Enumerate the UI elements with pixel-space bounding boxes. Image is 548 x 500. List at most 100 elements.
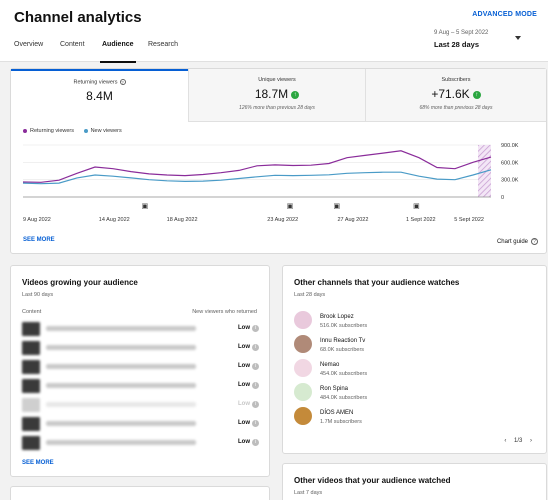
tab-overview[interactable]: Overview: [14, 41, 44, 48]
returned-status: Low: [238, 325, 250, 331]
video-title-blurred[interactable]: [46, 402, 196, 407]
channel-item[interactable]: Brook Lopez 516.0K subscribers: [294, 311, 534, 333]
dropdown-arrow-icon[interactable]: [515, 36, 521, 40]
info-icon[interactable]: i: [252, 420, 259, 427]
channel-avatar[interactable]: [294, 407, 312, 425]
video-title-blurred[interactable]: [46, 383, 196, 388]
video-marker-icon[interactable]: ▣: [287, 202, 294, 210]
chart-guide-link[interactable]: Chart guide?: [497, 238, 538, 245]
returned-status: Low: [238, 382, 250, 388]
x-tick-label: 18 Aug 2022: [167, 217, 198, 223]
chart-see-more-link[interactable]: SEE MORE: [23, 237, 55, 243]
channel-name[interactable]: DÍOS AMEN: [320, 410, 354, 416]
channel-item[interactable]: Ron Spina 484.0K subscribers: [294, 383, 534, 405]
channel-avatar[interactable]: [294, 383, 312, 401]
tab-content[interactable]: Content: [60, 41, 85, 48]
metric-unique-viewers[interactable]: Unique viewers 18.7M ↑ 126% more than pre…: [188, 69, 365, 122]
video-row[interactable]: Low i: [22, 398, 267, 412]
line-chart[interactable]: 900.0K 600.0K 300.0K 0 ▣ ▣ ▣ ▣ 9 Aug 2022 14 Aug …: [11, 137, 546, 227]
returned-status: Low: [238, 439, 250, 445]
other-videos-card: Other videos that your audience watched …: [282, 463, 547, 500]
video-thumbnail[interactable]: [22, 436, 40, 450]
returned-status: Low: [238, 344, 250, 350]
tab-research[interactable]: Research: [148, 41, 178, 48]
advanced-mode-link[interactable]: ADVANCED MODE: [472, 11, 537, 18]
info-icon[interactable]: i: [252, 401, 259, 408]
info-icon[interactable]: i: [252, 439, 259, 446]
channel-name[interactable]: Ron Spina: [320, 386, 349, 392]
card-title: Other videos that your audience watched: [294, 476, 451, 485]
column-header-metric: New viewers who returned: [192, 309, 257, 315]
video-title-blurred[interactable]: [46, 421, 196, 426]
x-tick-label: 1 Sept 2022: [406, 217, 436, 223]
video-thumbnail[interactable]: [22, 322, 40, 336]
video-row[interactable]: Low i: [22, 360, 267, 374]
partial-card: [10, 486, 270, 500]
arrow-up-icon: ↑: [291, 90, 300, 99]
audience-overview-card: Returning viewers? 8.4M Unique viewers 1…: [10, 68, 547, 254]
channel-avatar[interactable]: [294, 359, 312, 377]
info-icon[interactable]: i: [252, 382, 259, 389]
chevron-left-icon[interactable]: ‹: [504, 438, 507, 444]
video-marker-icon[interactable]: ▣: [334, 202, 341, 210]
videos-see-more-link[interactable]: SEE MORE: [22, 460, 54, 466]
metric-comparison: 68% more than previous 28 days: [419, 105, 493, 111]
metric-subscribers[interactable]: Subscribers +71.6K ↑ 68% more than previo…: [365, 69, 546, 122]
video-row[interactable]: Low i: [22, 436, 267, 450]
video-thumbnail[interactable]: [22, 360, 40, 374]
channel-name[interactable]: Innu Reaction Tv: [320, 338, 366, 344]
card-period: Last 28 days: [294, 292, 326, 298]
video-thumbnail[interactable]: [22, 341, 40, 355]
video-thumbnail[interactable]: [22, 417, 40, 431]
channel-item[interactable]: Innu Reaction Tv 68.0K subscribers: [294, 335, 534, 357]
metric-label: Subscribers: [441, 77, 471, 83]
date-range-picker[interactable]: 9 Aug – 5 Sept 2022 Last 28 days: [434, 30, 488, 49]
video-marker-icon[interactable]: ▣: [142, 202, 149, 210]
channel-name[interactable]: Brook Lopez: [320, 314, 354, 320]
card-period: Last 90 days: [22, 292, 54, 298]
video-thumbnail[interactable]: [22, 398, 40, 412]
video-row[interactable]: Low i: [22, 379, 267, 393]
card-period: Last 7 days: [294, 490, 323, 496]
metric-value: 8.4M: [86, 89, 113, 104]
info-icon[interactable]: i: [252, 325, 259, 332]
video-row[interactable]: Low i: [22, 322, 267, 336]
info-icon[interactable]: ?: [119, 79, 126, 85]
video-marker-icon[interactable]: ▣: [413, 202, 420, 210]
header: Channel analytics ADVANCED MODE Overview…: [0, 0, 548, 63]
column-header-content: Content: [22, 309, 42, 315]
y-tick-label: 600.0K: [501, 160, 519, 166]
channel-name[interactable]: Nemao: [320, 362, 340, 368]
pagination: ‹ 1/3 ›: [498, 438, 532, 444]
arrow-up-icon: ↑: [472, 90, 481, 99]
returned-status: Low: [238, 363, 250, 369]
video-row[interactable]: Low i: [22, 341, 267, 355]
channel-avatar[interactable]: [294, 335, 312, 353]
video-title-blurred[interactable]: [46, 440, 196, 445]
channel-item[interactable]: DÍOS AMEN 1.7M subscribers: [294, 407, 534, 429]
chart-legend: Returning viewers New viewers: [23, 128, 130, 134]
channel-avatar[interactable]: [294, 311, 312, 329]
video-title-blurred[interactable]: [46, 326, 196, 331]
legend-dot-icon: [23, 128, 27, 133]
info-icon[interactable]: i: [252, 344, 259, 351]
chevron-right-icon[interactable]: ›: [530, 438, 532, 444]
channel-item[interactable]: Nemao 454.0K subscribers: [294, 359, 534, 381]
tab-audience[interactable]: Audience: [100, 40, 136, 63]
info-icon[interactable]: i: [252, 363, 259, 370]
card-title: Other channels that your audience watche…: [294, 278, 460, 287]
legend-new: New viewers: [83, 128, 122, 134]
metric-returning-viewers[interactable]: Returning viewers? 8.4M: [11, 69, 188, 122]
date-range-text: 9 Aug – 5 Sept 2022: [434, 30, 489, 36]
video-title-blurred[interactable]: [46, 345, 196, 350]
x-tick-label: 27 Aug 2022: [337, 217, 368, 223]
x-tick-label: 5 Sept 2022: [454, 217, 484, 223]
video-row[interactable]: Low i: [22, 417, 267, 431]
video-thumbnail[interactable]: [22, 379, 40, 393]
video-title-blurred[interactable]: [46, 364, 196, 369]
metric-label: Unique viewers: [258, 77, 296, 83]
metric-label: Returning viewers: [73, 79, 118, 86]
videos-growing-card: Videos growing your audience Last 90 day…: [10, 265, 270, 477]
other-channels-card: Other channels that your audience watche…: [282, 265, 547, 454]
